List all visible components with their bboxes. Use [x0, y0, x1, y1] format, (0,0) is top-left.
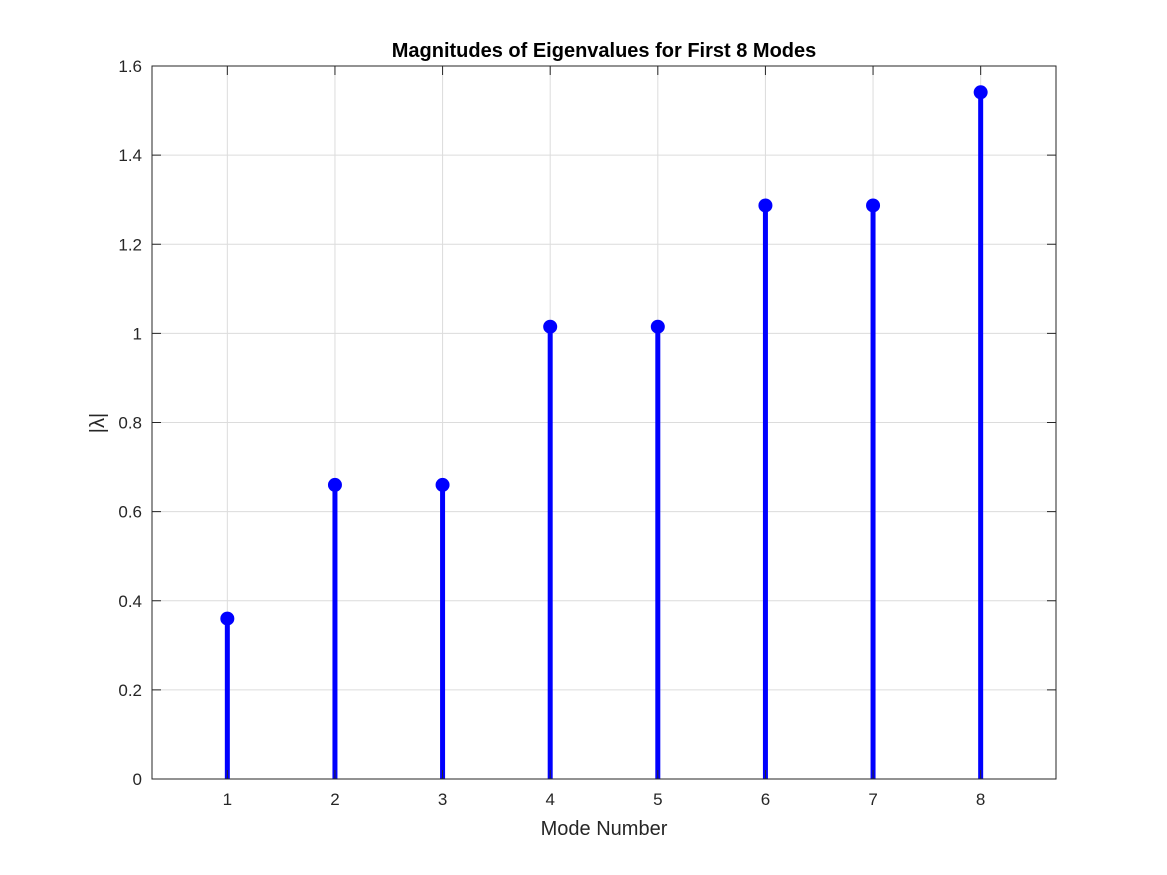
x-tick-label: 7: [868, 790, 877, 809]
y-tick-label: 1: [133, 324, 142, 343]
y-tick-label: 0.6: [118, 503, 142, 522]
x-axis-label: Mode Number: [541, 818, 668, 840]
plot-area: [151, 65, 1057, 780]
y-tick-labels: 0 0.2 0.4 0.6 0.8 1 1.2 1.4 1.6: [118, 57, 142, 789]
x-tick-label: 6: [761, 790, 770, 809]
y-tick-label: 0.8: [118, 414, 142, 433]
x-tick-label: 1: [223, 790, 232, 809]
y-tick-label: 1.2: [118, 235, 142, 254]
stem-marker: [866, 198, 881, 213]
tick-marks: [152, 65, 1056, 780]
x-tick-label: 5: [653, 790, 662, 809]
y-tick-label: 1.6: [118, 57, 142, 76]
stem-marker: [220, 611, 235, 626]
stem-marker: [758, 198, 773, 213]
y-axis-label: |λ|: [87, 413, 109, 433]
x-tick-labels: 1 2 3 4 5 6 7 8: [223, 790, 986, 809]
x-tick-label: 2: [330, 790, 339, 809]
stem-marker: [543, 319, 558, 334]
y-tick-label: 1.4: [118, 146, 142, 165]
stem-marker: [435, 477, 450, 492]
x-tick-label: 8: [976, 790, 985, 809]
stem-marker: [973, 85, 988, 100]
data-series: [220, 85, 988, 779]
y-tick-label: 0.2: [118, 681, 142, 700]
x-tick-label: 3: [438, 790, 447, 809]
chart-title: Magnitudes of Eigenvalues for First 8 Mo…: [392, 40, 817, 62]
stem-marker: [650, 319, 665, 334]
x-tick-label: 4: [545, 790, 554, 809]
y-tick-label: 0.4: [118, 592, 142, 611]
y-tick-label: 0: [133, 770, 142, 789]
stem-marker: [327, 477, 342, 492]
